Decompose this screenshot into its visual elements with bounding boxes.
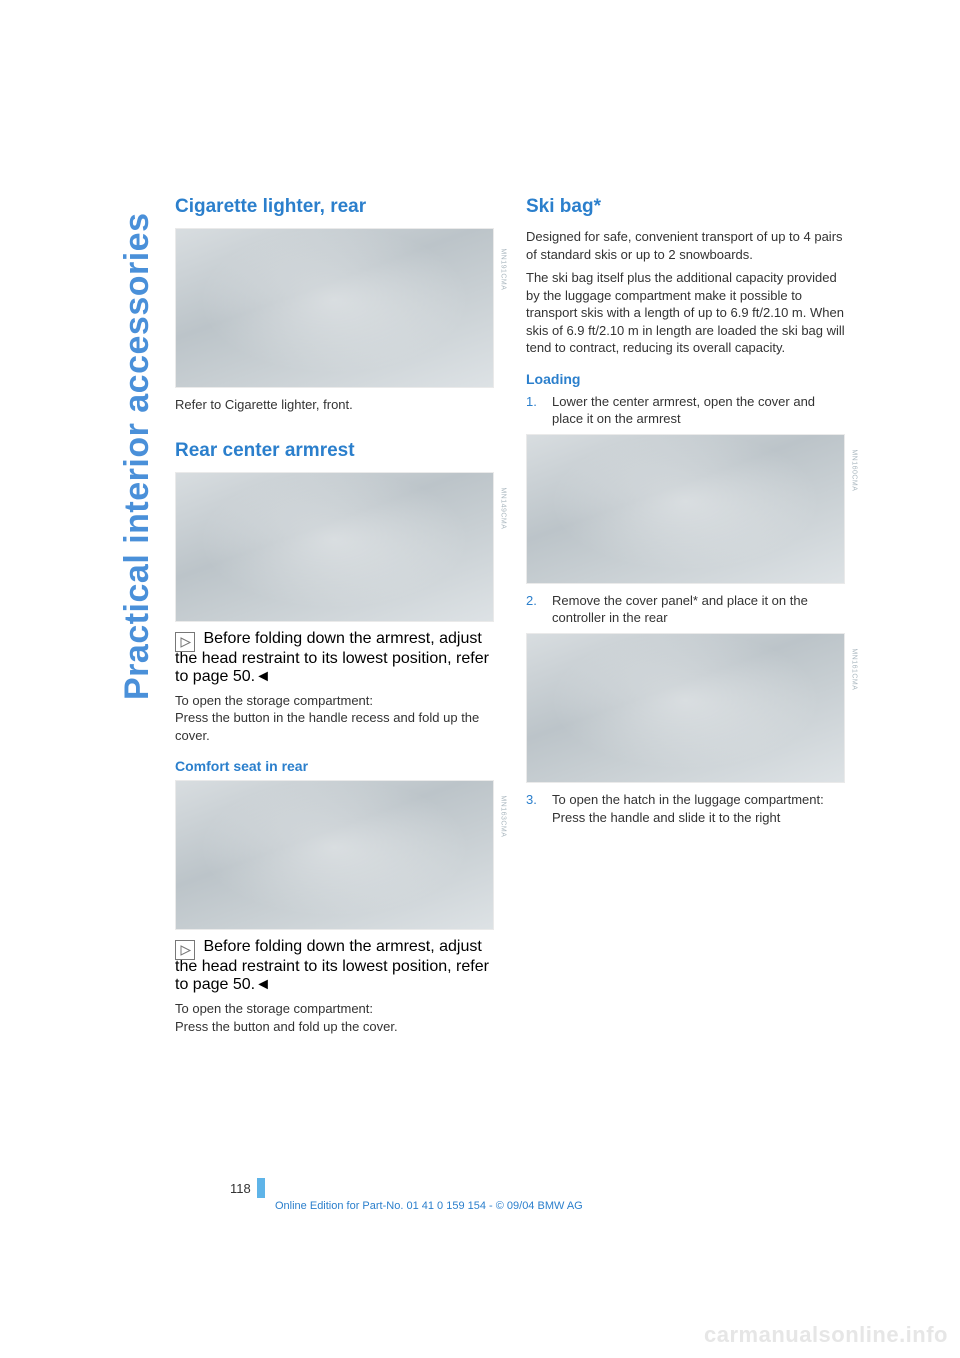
note-text: Before folding down the armrest, adjust … <box>175 630 489 685</box>
figure-loading-2: MN161CMA <box>526 633 845 783</box>
note-text-content: Before folding down the armrest, adjust … <box>175 630 489 685</box>
text-open-storage: To open the storage compartment: <box>175 692 494 710</box>
figure-code: MN161CMA <box>851 648 858 690</box>
figure-overlay <box>176 781 493 929</box>
note-text-content: Before folding down the armrest, adjust … <box>175 938 489 993</box>
figure-code: MN191CMA <box>500 248 507 290</box>
figure-overlay <box>176 473 493 621</box>
copyright-line: Online Edition for Part-No. 01 41 0 159 … <box>275 1200 845 1212</box>
figure-rear-center-armrest: MN149CMA <box>175 472 494 622</box>
figure-comfort-seat-rear: MN163CMA <box>175 780 494 930</box>
figure-overlay <box>176 229 493 387</box>
page-number-block: 118 <box>230 1178 845 1198</box>
section-side-label: Practical interior accessories <box>118 213 157 701</box>
loading-steps: 3. To open the hatch in the luggage comp… <box>526 791 845 826</box>
figure-code: MN163CMA <box>500 796 507 838</box>
page-footer: 118 Online Edition for Part-No. 01 41 0 … <box>175 1178 845 1212</box>
text-open-storage-2: To open the storage compartment: <box>175 1000 494 1018</box>
text-press-button-fold: Press the button and fold up the cover. <box>175 1018 494 1036</box>
heading-comfort-seat-rear: Comfort seat in rear <box>175 758 494 774</box>
loading-step-3: 3. To open the hatch in the luggage comp… <box>526 791 845 826</box>
page-number-bar <box>257 1178 265 1198</box>
note-block: Before folding down the armrest, adjust … <box>175 630 494 686</box>
figure-loading-1: MN160CMA <box>526 434 845 584</box>
note-text: Before folding down the armrest, adjust … <box>175 938 489 993</box>
loading-steps: 2. Remove the cover panel* and place it … <box>526 592 845 627</box>
right-column: Ski bag* Designed for safe, convenient t… <box>526 196 845 1035</box>
loading-step-2: 2. Remove the cover panel* and place it … <box>526 592 845 627</box>
step-text: To open the hatch in the luggage compart… <box>552 791 845 826</box>
step-number: 1. <box>526 393 542 428</box>
figure-code: MN160CMA <box>851 449 858 491</box>
heading-rear-center-armrest: Rear center armrest <box>175 440 494 462</box>
figure-overlay <box>527 435 844 583</box>
step-text-line1: To open the hatch in the luggage compart… <box>552 792 824 807</box>
heading-loading: Loading <box>526 371 845 387</box>
step-text: Remove the cover panel* and place it on … <box>552 592 845 627</box>
note-block: Before folding down the armrest, adjust … <box>175 938 494 994</box>
figure-overlay <box>527 634 844 782</box>
text-press-button-handle: Press the button in the handle recess an… <box>175 709 494 744</box>
heading-cigarette-lighter-rear: Cigarette lighter, rear <box>175 196 494 218</box>
note-icon <box>175 632 195 652</box>
content-columns: Cigarette lighter, rear MN191CMA Refer t… <box>175 196 845 1035</box>
page: Practical interior accessories Cigarette… <box>0 0 960 1358</box>
loading-steps: 1. Lower the center armrest, open the co… <box>526 393 845 428</box>
figure-cigarette-lighter-rear: MN191CMA <box>175 228 494 388</box>
text-ski-intro: Designed for safe, convenient transport … <box>526 228 845 263</box>
heading-ski-bag: Ski bag* <box>526 196 845 218</box>
step-text: Lower the center armrest, open the cover… <box>552 393 845 428</box>
note-icon <box>175 940 195 960</box>
left-column: Cigarette lighter, rear MN191CMA Refer t… <box>175 196 494 1035</box>
step-text-line2: Press the handle and slide it to the rig… <box>552 810 780 825</box>
figure-code: MN149CMA <box>500 487 507 529</box>
page-number: 118 <box>230 1181 251 1198</box>
text-ski-capacity: The ski bag itself plus the additional c… <box>526 269 845 357</box>
step-number: 2. <box>526 592 542 627</box>
text-refer-cigarette: Refer to Cigarette lighter, front. <box>175 396 494 414</box>
watermark: carmanualsonline.info <box>704 1322 948 1348</box>
loading-step-1: 1. Lower the center armrest, open the co… <box>526 393 845 428</box>
step-number: 3. <box>526 791 542 826</box>
